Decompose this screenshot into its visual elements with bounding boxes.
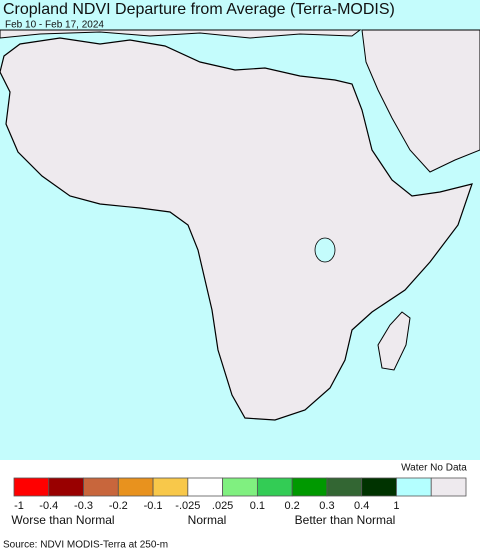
source-band [0, 536, 480, 552]
legend-tick-label: 0.3 [319, 500, 334, 512]
legend-swatch [187, 477, 224, 497]
legend-tick-label: .025 [212, 500, 233, 512]
legend-swatch [361, 477, 397, 497]
legend-better: Better than Normal [295, 513, 396, 527]
subtitle: Feb 10 - Feb 17, 2024 [5, 20, 104, 31]
legend-swatch [83, 477, 119, 497]
legend-tick-label: -0.2 [109, 500, 128, 512]
legend: -1 -0.4 -0.3 -0.2 -0.1 -.025 .025 0.1 0.2 0.3 0.4 1 [13, 477, 467, 512]
legend-swatch [13, 477, 50, 497]
legend-normal: Normal [188, 513, 227, 527]
legend-swatch [430, 477, 467, 497]
legend-swatch [48, 477, 84, 497]
legend-swatch [291, 477, 328, 497]
legend-tick-label: -0.4 [39, 500, 58, 512]
legend-tick-label: -1 [14, 500, 24, 512]
lake-victoria [314, 237, 336, 263]
legend-water-label: Water No Data [401, 463, 467, 474]
legend-tick-label: 0.1 [250, 500, 265, 512]
legend-tick-label: -.025 [175, 500, 200, 512]
legend-swatch [117, 477, 154, 497]
legend-tick-label: 0.4 [354, 500, 369, 512]
legend-swatch [256, 477, 293, 497]
legend-tick-label: 1 [393, 500, 399, 512]
legend-tick-label: -0.3 [74, 500, 93, 512]
madagascar [377, 311, 411, 371]
africa [0, 37, 473, 421]
source: Source: NDVI MODIS-Terra at 250-m [3, 540, 168, 551]
title: Cropland NDVI Departure from Average (Te… [3, 1, 395, 18]
legend-swatch [326, 477, 363, 497]
legend-swatch [396, 477, 432, 497]
legend-tick-label: 0.2 [285, 500, 300, 512]
legend-swatch [222, 477, 258, 497]
europe [0, 29, 362, 39]
legend-swatch [152, 477, 189, 497]
legend-worse: Worse than Normal [11, 513, 114, 527]
arabia [361, 29, 480, 173]
legend-tick-label: -0.1 [144, 500, 163, 512]
